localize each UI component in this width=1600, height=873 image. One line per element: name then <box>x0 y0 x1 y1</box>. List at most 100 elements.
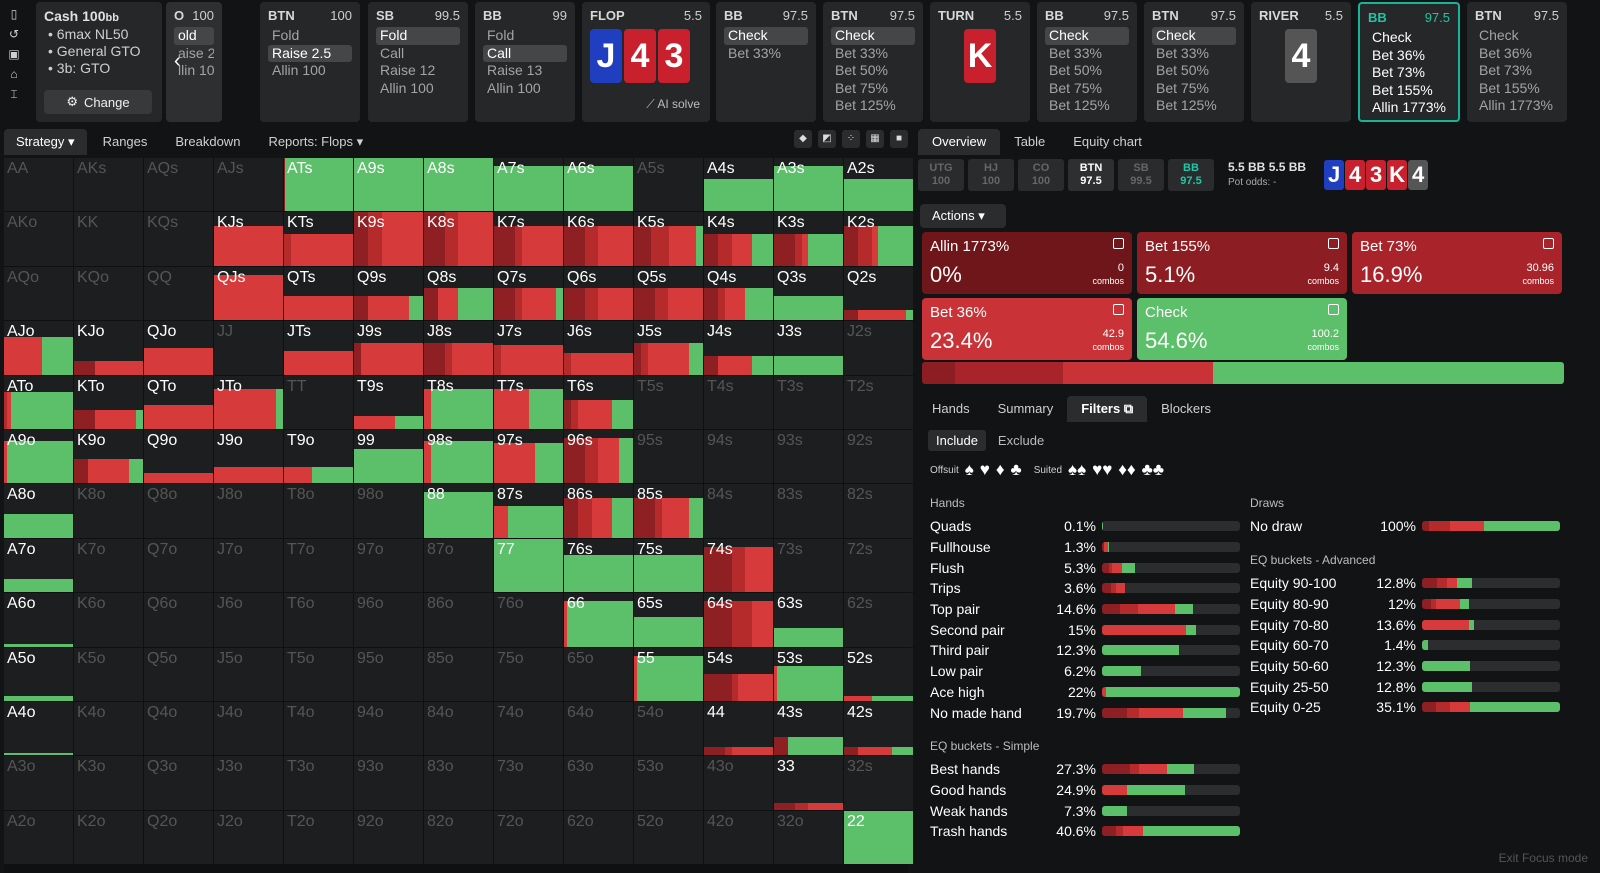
stat-row[interactable]: Equity 50-60 12.3% <box>1250 656 1560 677</box>
hand-cell[interactable]: T8o <box>284 484 353 538</box>
tab-overview[interactable]: Overview <box>918 129 1001 155</box>
ai-solve-button[interactable]: ⟋ AI solve <box>646 97 700 111</box>
hand-cell[interactable]: KQs <box>144 212 213 266</box>
action-box-bet-73-[interactable]: Bet 73% 16.9% 30.96 combos <box>1352 232 1562 294</box>
hand-cell[interactable]: ATs <box>284 158 353 212</box>
hand-cell[interactable]: 76s <box>564 538 633 593</box>
hand-cell[interactable]: AKs <box>74 158 143 212</box>
suited-diamond-diamond-icon[interactable]: ♦♦ <box>1118 460 1136 479</box>
hand-cell[interactable]: 32s <box>844 756 913 810</box>
hand-cell[interactable]: TT <box>284 375 353 429</box>
hand-cell[interactable]: AA <box>4 158 73 212</box>
hand-cell[interactable]: A4o <box>4 701 73 756</box>
node-action-option[interactable]: Bet 73% <box>1479 62 1532 78</box>
hand-cell[interactable]: T8s <box>424 375 493 429</box>
hand-cell[interactable]: QTo <box>144 375 213 429</box>
hand-cell[interactable]: A9o <box>4 429 73 484</box>
stat-row[interactable]: Best hands 27.3% <box>930 759 1240 780</box>
hand-cell[interactable]: J2o <box>214 810 283 865</box>
hand-cell[interactable]: K3o <box>74 756 143 810</box>
hand-cell[interactable]: A8o <box>4 484 73 538</box>
hand-cell[interactable]: 99 <box>354 429 423 484</box>
details-icon[interactable] <box>1543 238 1554 249</box>
hand-cell[interactable]: Q4o <box>144 701 213 756</box>
hand-cell[interactable]: A7s <box>494 158 563 212</box>
hand-cell[interactable]: Q4s <box>704 266 773 321</box>
node-action-option[interactable]: Bet 75% <box>1049 79 1102 96</box>
club-icon[interactable]: ♣ <box>1010 460 1022 479</box>
node-action-option[interactable]: Check <box>1045 27 1129 45</box>
hand-cell[interactable]: T5o <box>284 647 353 701</box>
hand-cell[interactable]: J8o <box>214 484 283 538</box>
hand-cell[interactable]: A6o <box>4 593 73 647</box>
cube-icon[interactable]: ◆ <box>794 130 812 148</box>
suited-heart-heart-icon[interactable]: ♥♥ <box>1092 460 1113 479</box>
hand-cell[interactable]: K5s <box>634 212 703 266</box>
gamepad-icon[interactable]: ⌂ <box>10 67 18 81</box>
hand-cell[interactable]: T7o <box>284 538 353 593</box>
position-utg[interactable]: UTG 100 <box>918 159 964 191</box>
hand-cell[interactable]: J5o <box>214 647 283 701</box>
hand-cell[interactable]: AKo <box>4 212 73 266</box>
hand-cell[interactable]: J7o <box>214 538 283 593</box>
hand-cell[interactable]: 92s <box>844 429 913 484</box>
hand-cell[interactable]: 42s <box>844 701 913 756</box>
hand-cell[interactable]: K7s <box>494 212 563 266</box>
hand-cell[interactable]: A6s <box>564 158 633 212</box>
square-icon[interactable]: ■ <box>890 130 908 148</box>
hand-cell[interactable]: T9s <box>354 375 423 429</box>
hand-cell[interactable]: 86o <box>424 593 493 647</box>
hand-cell[interactable]: 94s <box>704 429 773 484</box>
hand-cell[interactable]: 76o <box>494 593 563 647</box>
action-box-check[interactable]: Check 54.6% 100.2 combos <box>1137 298 1347 360</box>
hand-cell[interactable]: 92o <box>354 810 423 865</box>
hand-cell[interactable]: Q3o <box>144 756 213 810</box>
hand-cell[interactable]: 75o <box>494 647 563 701</box>
hand-cell[interactable]: Q9s <box>354 266 423 321</box>
text-cursor-icon[interactable]: ⌶ <box>10 87 18 101</box>
position-sb[interactable]: SB 99.5 <box>1118 159 1164 191</box>
hand-cell[interactable]: Q2o <box>144 810 213 865</box>
hand-cell[interactable]: K4o <box>74 701 143 756</box>
hand-cell[interactable]: 74s <box>704 538 773 593</box>
hand-cell[interactable]: 65o <box>564 647 633 701</box>
tab-blockers[interactable]: Blockers <box>1161 401 1211 416</box>
hand-cell[interactable]: A3o <box>4 756 73 810</box>
details-icon[interactable] <box>1328 304 1339 315</box>
stat-row[interactable]: Third pair 12.3% <box>930 640 1240 661</box>
hand-cell[interactable]: 74o <box>494 701 563 756</box>
hand-cell[interactable]: Q5o <box>144 647 213 701</box>
node-action-option[interactable]: Check <box>724 27 808 45</box>
hand-cell[interactable]: QJs <box>214 266 283 321</box>
stat-row[interactable]: Weak hands 7.3% <box>930 800 1240 821</box>
suited-spade-spade-icon[interactable]: ♠♠ <box>1068 460 1087 479</box>
hand-cell[interactable]: KTs <box>284 212 353 266</box>
exit-focus-mode-link[interactable]: Exit Focus mode <box>1498 851 1588 865</box>
hand-cell[interactable]: 85o <box>424 647 493 701</box>
stat-row[interactable]: Good hands 24.9% <box>930 780 1240 801</box>
spade-icon[interactable]: ♠ <box>964 460 974 479</box>
node-action-option[interactable]: Bet 125% <box>1156 97 1217 113</box>
hand-cell[interactable]: 53o <box>634 756 703 810</box>
hand-cell[interactable]: 83o <box>424 756 493 810</box>
hand-cell[interactable]: Q8s <box>424 266 493 321</box>
stat-row[interactable]: Fullhouse 1.3% <box>930 537 1240 558</box>
hand-cell[interactable]: QQ <box>144 266 213 321</box>
node-action-option[interactable]: Allin 100 <box>487 79 541 96</box>
position-btn[interactable]: BTN 97.5 <box>1068 159 1114 191</box>
river-card[interactable]: RIVER 5.5 4 <box>1251 2 1351 122</box>
turn-card[interactable]: TURN 5.5 K <box>930 2 1030 122</box>
hand-cell[interactable]: K9o <box>74 429 143 484</box>
contrast-icon[interactable]: ◩ <box>818 130 836 148</box>
hand-cell[interactable]: JTo <box>214 375 283 429</box>
hand-cell[interactable]: 32o <box>774 810 843 865</box>
hand-cell[interactable]: T6s <box>564 375 633 429</box>
node-action-option[interactable]: Raise 12 <box>380 62 436 78</box>
hand-cell[interactable]: A4s <box>704 158 773 212</box>
hand-cell[interactable]: T3o <box>284 756 353 810</box>
hand-cell[interactable]: K9s <box>354 212 423 266</box>
hand-cell[interactable]: J9o <box>214 429 283 484</box>
hand-cell[interactable]: 73o <box>494 756 563 810</box>
hand-cell[interactable]: Q7o <box>144 538 213 593</box>
